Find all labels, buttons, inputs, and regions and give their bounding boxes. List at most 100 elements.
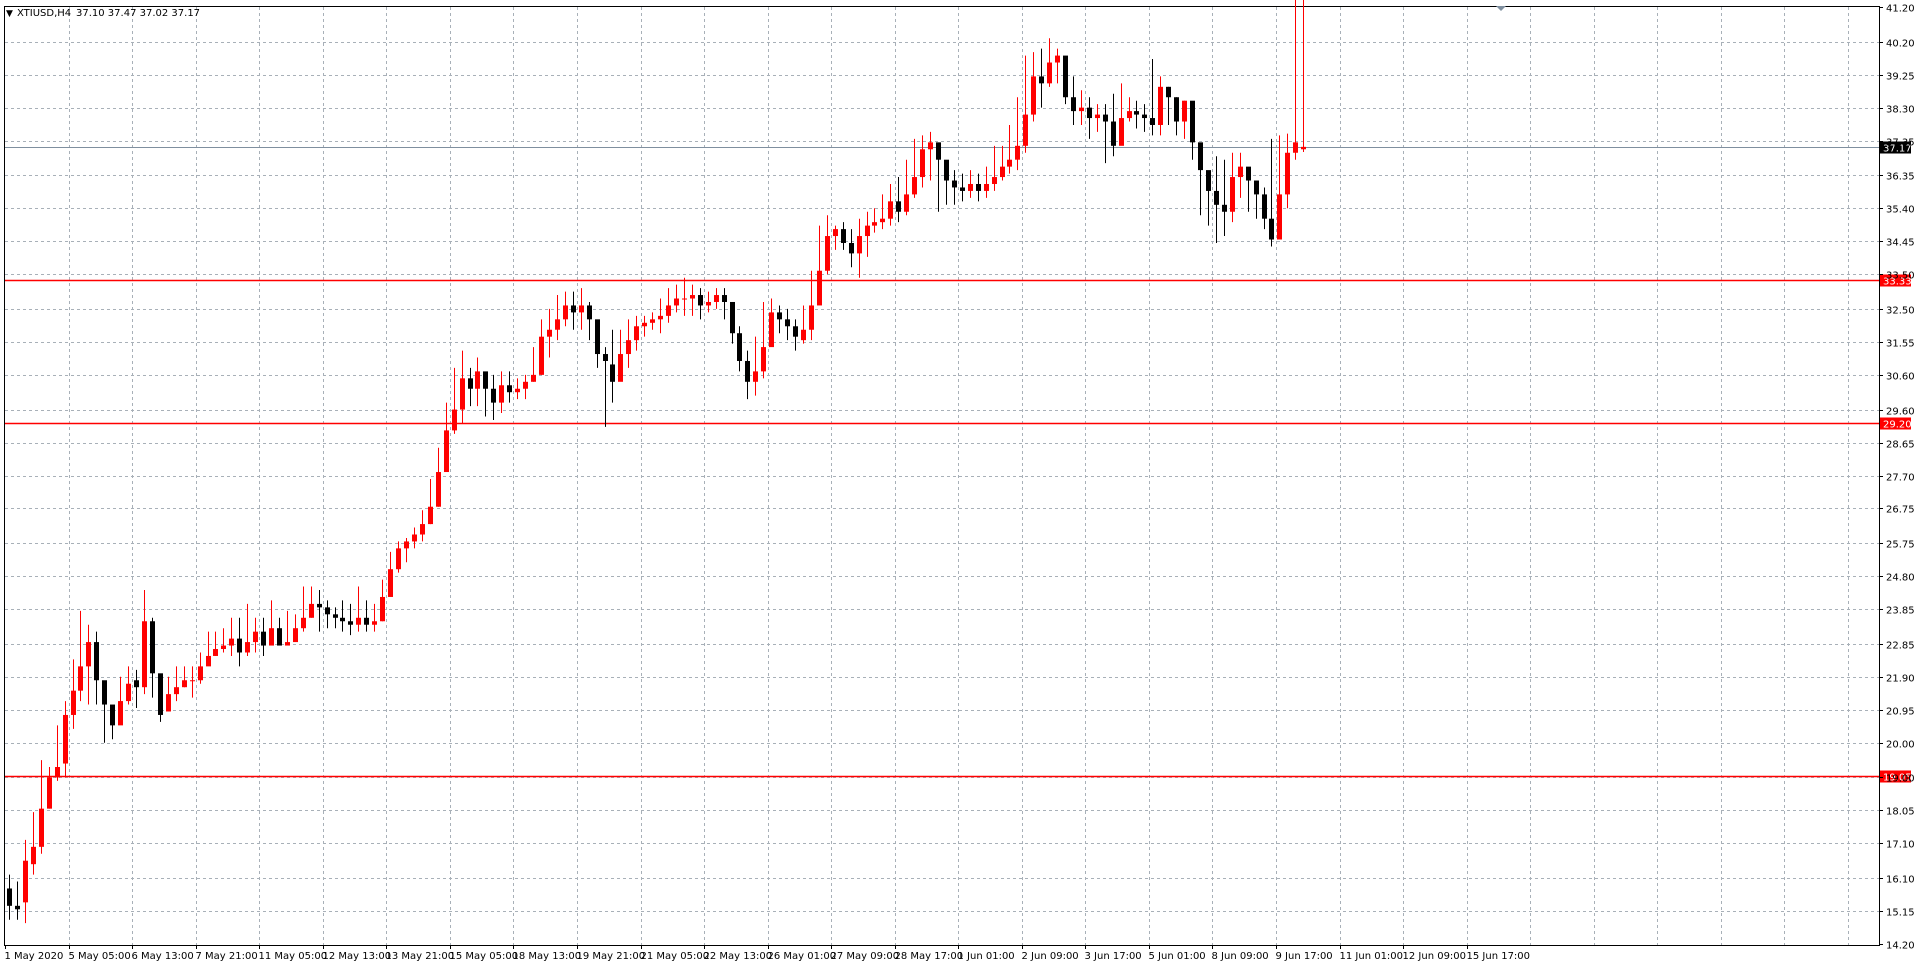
candle xyxy=(1262,187,1267,230)
candle-body xyxy=(634,326,639,341)
candle-body xyxy=(134,680,139,688)
candle-body xyxy=(1166,86,1171,98)
candle-body xyxy=(333,614,338,618)
candle xyxy=(865,211,870,257)
candle-body xyxy=(468,378,473,389)
candle xyxy=(960,173,965,202)
candle xyxy=(420,510,425,542)
candles xyxy=(7,0,1306,924)
candle-body xyxy=(78,666,83,691)
candle xyxy=(293,614,298,643)
candle-body xyxy=(1071,97,1076,112)
candle xyxy=(94,631,99,705)
candle-body xyxy=(1262,194,1267,219)
candle-body xyxy=(348,621,353,625)
candle xyxy=(1222,159,1227,237)
candle-body xyxy=(261,631,266,646)
horizontal-levels: 33.33 29.20 19.05 37.17 xyxy=(5,141,1912,784)
candle xyxy=(801,305,806,344)
candle xyxy=(285,610,290,646)
candle xyxy=(221,628,226,653)
candle-body xyxy=(388,569,393,597)
candle xyxy=(618,329,623,382)
y-tick-label: 37.35 xyxy=(1886,138,1915,149)
candle-body xyxy=(325,607,330,615)
candle-body xyxy=(1254,180,1259,195)
candle-body xyxy=(555,319,560,330)
x-tick-label: 7 May 21:00 xyxy=(196,951,258,962)
candle-body xyxy=(1230,177,1235,212)
y-tick-label: 39.25 xyxy=(1886,72,1915,83)
candle-body xyxy=(483,371,488,389)
candle xyxy=(15,881,20,920)
candle xyxy=(126,666,131,705)
candle-body xyxy=(293,628,298,643)
y-tick-label: 23.85 xyxy=(1886,606,1915,617)
candle-body xyxy=(650,319,655,323)
candle-body xyxy=(1182,100,1187,122)
candle-body xyxy=(404,541,409,549)
candle-body xyxy=(730,301,735,334)
candle xyxy=(547,308,552,358)
candle-body xyxy=(626,340,631,355)
candle-body xyxy=(507,385,512,393)
candle-body xyxy=(118,701,123,726)
candle-body xyxy=(865,225,870,237)
candle xyxy=(269,600,274,646)
candle xyxy=(1246,166,1251,212)
x-tick-label: 15 Jun 17:00 xyxy=(1467,951,1531,962)
candle xyxy=(1158,76,1163,136)
candle-body xyxy=(960,187,965,191)
candle-body xyxy=(777,312,782,320)
candle-body xyxy=(63,714,68,764)
x-tick-label: 11 Jun 01:00 xyxy=(1340,951,1404,962)
candle xyxy=(372,603,377,632)
chart-shift-marker-icon[interactable] xyxy=(1496,6,1506,11)
y-tick-label: 33.50 xyxy=(1886,271,1915,282)
candle-body xyxy=(1007,159,1012,167)
candle xyxy=(110,704,115,740)
candle xyxy=(261,617,266,656)
candle-body xyxy=(1269,218,1274,240)
candle-body xyxy=(1301,146,1306,150)
candle xyxy=(317,590,322,632)
x-tick-label: 1 May 2020 xyxy=(5,951,64,962)
candle-body xyxy=(642,322,647,327)
candle xyxy=(1127,97,1132,122)
candle xyxy=(333,607,338,629)
candle-body xyxy=(825,236,830,271)
candle xyxy=(1031,52,1036,122)
candle-body xyxy=(944,159,949,181)
candle-body xyxy=(904,194,909,212)
candle-body xyxy=(952,180,957,188)
candle-body xyxy=(55,767,60,778)
candle xyxy=(769,298,774,348)
candle xyxy=(579,288,584,330)
candle xyxy=(777,305,782,334)
candle xyxy=(1230,152,1235,223)
candle-body xyxy=(198,666,203,681)
candle xyxy=(483,371,488,417)
candle xyxy=(523,374,528,400)
candle-body xyxy=(682,298,687,300)
candle xyxy=(1039,48,1044,108)
y-tick-label: 22.85 xyxy=(1886,641,1915,652)
candle-body xyxy=(523,381,528,389)
candle xyxy=(380,579,385,622)
candle xyxy=(1007,124,1012,174)
y-tick-label: 30.60 xyxy=(1886,372,1915,383)
candle-body xyxy=(23,860,28,903)
price-axis: 41.20 40.20 39.25 38.30 37.35 36.35 35.40 34.45… xyxy=(1879,4,1915,952)
candle xyxy=(507,371,512,403)
candle-body xyxy=(309,603,314,618)
x-tick-label: 3 Jun 17:00 xyxy=(1085,951,1142,962)
x-tick-label: 18 May 13:00 xyxy=(513,951,582,962)
x-tick-label: 2 Jun 09:00 xyxy=(1022,951,1079,962)
candle xyxy=(849,229,854,268)
y-tick-label: 17.10 xyxy=(1886,840,1915,851)
candle-body xyxy=(618,354,623,382)
candle xyxy=(753,336,758,396)
chart-menu-icon[interactable]: ▼ xyxy=(6,9,13,19)
candle xyxy=(650,312,655,330)
candle-body xyxy=(1277,194,1282,240)
